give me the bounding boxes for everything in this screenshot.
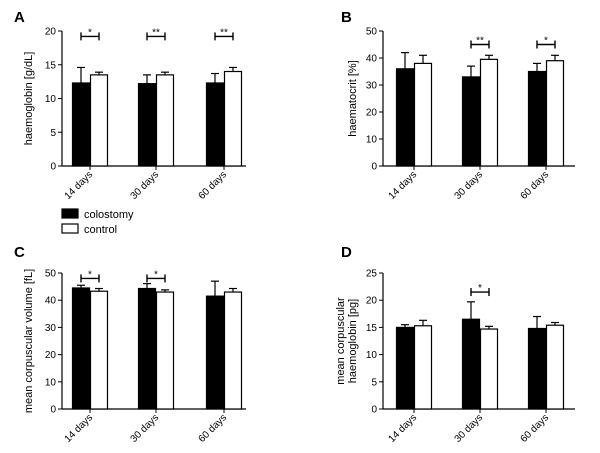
bar-colostomy xyxy=(137,83,157,167)
x-tick-label: 14 days xyxy=(387,169,420,202)
bar-control xyxy=(155,74,175,167)
y-tick-label: 20 xyxy=(45,27,57,38)
x-tick-label: 14 days xyxy=(63,412,96,445)
x-tick-label: 30 days xyxy=(129,169,162,202)
bar-control xyxy=(89,74,109,167)
y-tick-label: 5 xyxy=(50,128,56,139)
panel-letter: C xyxy=(14,244,25,261)
y-tick-label: 20 xyxy=(366,108,378,119)
y-tick-label: 20 xyxy=(366,296,378,307)
bar-control xyxy=(413,62,433,167)
bar-control xyxy=(545,60,565,167)
significance-label: * xyxy=(88,27,92,38)
y-tick-label: 0 xyxy=(50,405,56,416)
significance-label: ** xyxy=(476,36,484,47)
bar-control xyxy=(223,291,243,410)
x-tick-label: 60 days xyxy=(197,412,230,445)
y-tick-label: 10 xyxy=(366,135,378,146)
bar-control xyxy=(545,324,565,410)
y-tick-label: 10 xyxy=(45,377,57,388)
bar-colostomy xyxy=(395,326,415,410)
bar-colostomy xyxy=(205,82,225,167)
legend-swatch-control xyxy=(61,223,79,234)
bar-colostomy xyxy=(71,287,91,410)
x-tick-label: 60 days xyxy=(197,169,230,202)
panel-letter: B xyxy=(341,9,352,26)
bar-colostomy xyxy=(395,68,415,167)
y-tick-label: 0 xyxy=(371,405,377,416)
significance-label: * xyxy=(154,269,158,280)
y-tick-label: 30 xyxy=(366,81,378,92)
legend-label-colostomy: colostomy xyxy=(84,209,134,221)
legend: colostomy control xyxy=(61,208,134,236)
y-tick-label: 25 xyxy=(366,269,378,280)
significance-label: * xyxy=(478,283,482,294)
y-tick-label: 20 xyxy=(45,350,57,361)
x-tick-label: 30 days xyxy=(453,169,486,202)
y-tick-label: 10 xyxy=(366,350,378,361)
bar-control xyxy=(223,70,243,167)
bar-colostomy xyxy=(461,318,481,410)
y-axis-label: mean corpuscular volume [fL] xyxy=(23,269,35,413)
bar-control xyxy=(479,58,499,167)
x-tick-label: 14 days xyxy=(387,412,420,445)
x-tick-label: 14 days xyxy=(63,169,96,202)
bar-control xyxy=(89,290,109,410)
y-tick-label: 40 xyxy=(366,54,378,65)
significance-label: * xyxy=(88,269,92,280)
x-tick-label: 30 days xyxy=(453,412,486,445)
bar-colostomy xyxy=(461,76,481,167)
y-tick-label: 50 xyxy=(45,269,57,280)
bar-control xyxy=(413,325,433,410)
bar-control xyxy=(155,291,175,410)
bar-colostomy xyxy=(527,70,547,167)
y-tick-label: 40 xyxy=(45,296,57,307)
bar-colostomy xyxy=(205,295,225,410)
y-axis-label: haemoglobin [g/dL] xyxy=(23,52,35,146)
y-tick-label: 15 xyxy=(366,323,378,334)
y-tick-label: 15 xyxy=(45,60,57,71)
significance-label: * xyxy=(544,36,548,47)
x-tick-label: 30 days xyxy=(129,412,162,445)
y-tick-label: 30 xyxy=(45,323,57,334)
bar-colostomy xyxy=(137,287,157,410)
x-tick-label: 60 days xyxy=(519,169,552,202)
y-tick-label: 50 xyxy=(366,27,378,38)
panel-letter: D xyxy=(341,244,352,261)
x-tick-label: 60 days xyxy=(519,412,552,445)
legend-label-control: control xyxy=(84,224,117,236)
y-axis-label: mean corpuscularhaemoglobin [pg] xyxy=(335,297,359,385)
panel-letter: A xyxy=(14,9,25,26)
y-tick-label: 0 xyxy=(371,162,377,173)
significance-label: ** xyxy=(152,27,160,38)
y-tick-label: 5 xyxy=(371,377,377,388)
y-tick-label: 10 xyxy=(45,94,57,105)
y-axis-label: haematocrit [%] xyxy=(347,60,359,136)
legend-swatch-colostomy xyxy=(61,208,79,219)
bar-colostomy xyxy=(71,82,91,167)
significance-label: ** xyxy=(220,27,228,38)
y-tick-label: 0 xyxy=(50,162,56,173)
bar-control xyxy=(479,328,499,410)
bar-colostomy xyxy=(527,327,547,410)
